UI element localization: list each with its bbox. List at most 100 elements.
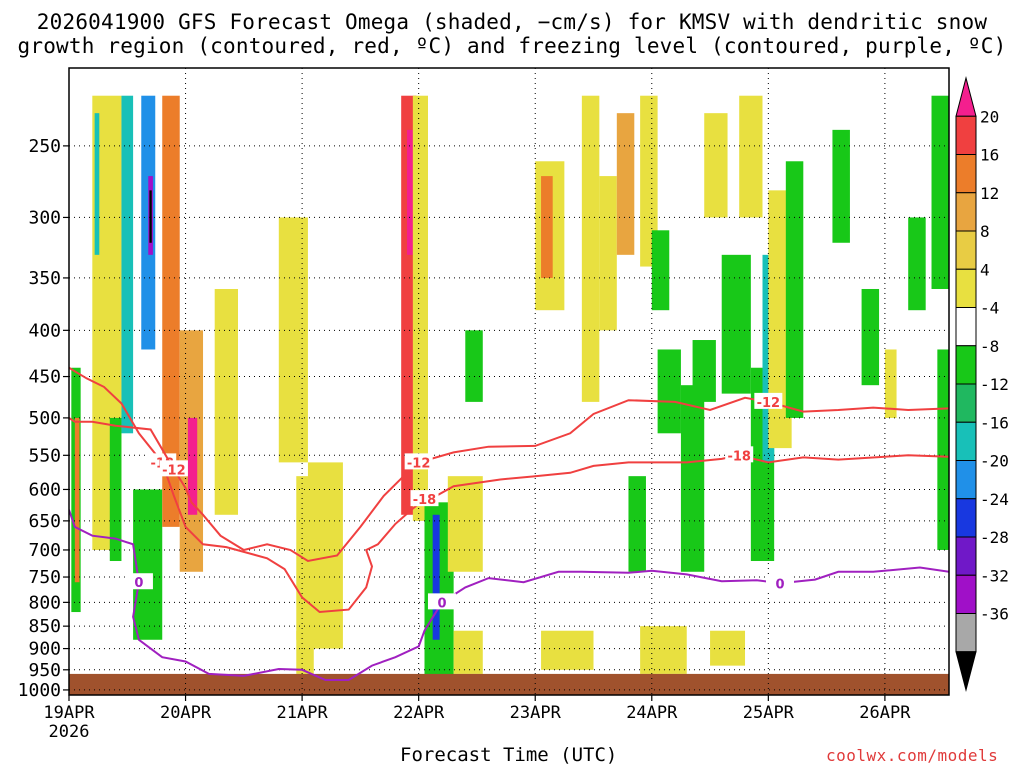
omega-cell bbox=[74, 417, 80, 583]
colorbar-label: 8 bbox=[980, 222, 990, 241]
omega-cell bbox=[432, 514, 440, 640]
colorbar-label: 4 bbox=[980, 260, 990, 279]
omega-cell bbox=[109, 417, 122, 562]
omega-cell bbox=[931, 95, 949, 289]
omega-cell bbox=[121, 95, 134, 434]
omega-cell bbox=[541, 630, 594, 670]
x-tick-label: 23APR bbox=[510, 703, 562, 723]
colorbar-label: -20 bbox=[980, 452, 1009, 471]
colorbar-label: 12 bbox=[980, 184, 999, 203]
x-tick-label: 26APR bbox=[859, 703, 911, 723]
colorbar-segment bbox=[955, 115, 977, 155]
contour-label: -12 bbox=[162, 463, 186, 478]
omega-cell bbox=[704, 113, 728, 218]
omega-cell bbox=[214, 288, 239, 515]
omega-cell bbox=[447, 476, 483, 572]
omega-cell bbox=[692, 340, 716, 402]
omega-cell bbox=[861, 288, 880, 386]
omega-cell bbox=[680, 385, 705, 572]
omega-cell bbox=[453, 630, 483, 674]
omega-cell bbox=[407, 129, 413, 255]
colorbar-segment bbox=[955, 307, 977, 347]
omega-cell bbox=[651, 230, 670, 311]
contour-label-bg bbox=[404, 453, 433, 470]
contour-label: -18 bbox=[413, 493, 437, 508]
contour-label: 0 bbox=[775, 577, 784, 592]
contour-label: -12 bbox=[407, 456, 431, 471]
colorbar-segment bbox=[955, 421, 977, 461]
omega-cell bbox=[908, 217, 926, 311]
plot-frame bbox=[68, 67, 950, 696]
omega-cell bbox=[149, 190, 152, 243]
y-tick-label: 750 bbox=[28, 567, 61, 588]
colorbar-cap-top bbox=[955, 76, 977, 117]
omega-cell bbox=[628, 476, 646, 572]
contour-label: -18 bbox=[727, 449, 751, 464]
omega-cell bbox=[412, 95, 428, 521]
y-tick-label: 950 bbox=[28, 660, 61, 681]
colorbar-label: 16 bbox=[980, 146, 999, 165]
omega-cell bbox=[937, 349, 949, 550]
colorbar-label: -16 bbox=[980, 413, 1009, 432]
y-tick-label: 400 bbox=[28, 320, 61, 341]
terrain-band bbox=[69, 673, 949, 695]
y-tick-label: 1000 bbox=[18, 680, 61, 701]
x-tick-label: 25APR bbox=[743, 703, 795, 723]
x-tick-label: 21APR bbox=[277, 703, 329, 723]
omega-cell bbox=[884, 349, 897, 418]
colorbar-segment bbox=[955, 154, 977, 194]
contour-line bbox=[69, 509, 949, 681]
omega-cell bbox=[640, 95, 658, 267]
omega-cell bbox=[541, 176, 553, 278]
omega-cell bbox=[640, 626, 687, 674]
chart-title-line1: 2026041900 GFS Forecast Omega (shaded, −… bbox=[36, 10, 988, 34]
omega-cell bbox=[739, 95, 763, 218]
omega-cell bbox=[721, 254, 751, 394]
y-tick-label: 650 bbox=[28, 511, 61, 532]
colorbar-label: -8 bbox=[980, 337, 999, 356]
contour-label-bg bbox=[159, 460, 188, 477]
omega-cell bbox=[296, 630, 314, 674]
colorbar-label: 20 bbox=[980, 107, 999, 126]
y-tick-label: 800 bbox=[28, 592, 61, 613]
contour-label: 0 bbox=[134, 576, 143, 591]
colorbar-label: -24 bbox=[980, 490, 1009, 509]
y-tick-label: 450 bbox=[28, 367, 61, 388]
x-year-label: 2026 bbox=[49, 722, 90, 742]
contour-label-bg bbox=[124, 573, 153, 590]
contour-label-bg bbox=[410, 490, 439, 507]
omega-cell bbox=[278, 217, 308, 463]
omega-cell bbox=[94, 113, 100, 255]
colorbar-segment bbox=[955, 345, 977, 385]
omega-cell bbox=[599, 176, 617, 331]
omega-cell bbox=[616, 113, 635, 255]
colorbar-segment bbox=[955, 383, 977, 423]
contour-label: -12 bbox=[757, 396, 781, 411]
y-tick-label: 250 bbox=[28, 136, 61, 157]
omega-cell bbox=[162, 95, 180, 527]
colorbar-label: -12 bbox=[980, 375, 1009, 394]
contour-label-bg bbox=[754, 392, 783, 409]
colorbar-segment bbox=[955, 574, 977, 614]
chart-title-line2: growth region (contoured, red, ºC) and f… bbox=[17, 34, 1007, 58]
y-tick-label: 550 bbox=[28, 445, 61, 466]
colorbar-segment bbox=[955, 230, 977, 270]
x-tick-label: 22APR bbox=[393, 703, 445, 723]
colorbar-label: -32 bbox=[980, 566, 1009, 585]
x-tick-label: 19APR bbox=[43, 703, 95, 723]
omega-cell bbox=[465, 330, 483, 402]
colorbar-label: -36 bbox=[980, 605, 1009, 624]
x-axis-title: Forecast Time (UTC) bbox=[400, 744, 618, 766]
colorbar-segment bbox=[955, 192, 977, 232]
x-tick-label: 24APR bbox=[626, 703, 678, 723]
colorbar-label: -28 bbox=[980, 528, 1009, 547]
colorbar-cap-bottom bbox=[955, 651, 977, 692]
contour-label-bg bbox=[427, 593, 456, 610]
colorbar-segment bbox=[955, 460, 977, 500]
credit-link[interactable]: coolwx.com/models bbox=[826, 746, 999, 765]
contour-label-bg bbox=[725, 446, 754, 463]
colorbar-segment bbox=[955, 268, 977, 308]
colorbar-segment bbox=[955, 498, 977, 538]
x-tick-label: 20APR bbox=[160, 703, 212, 723]
